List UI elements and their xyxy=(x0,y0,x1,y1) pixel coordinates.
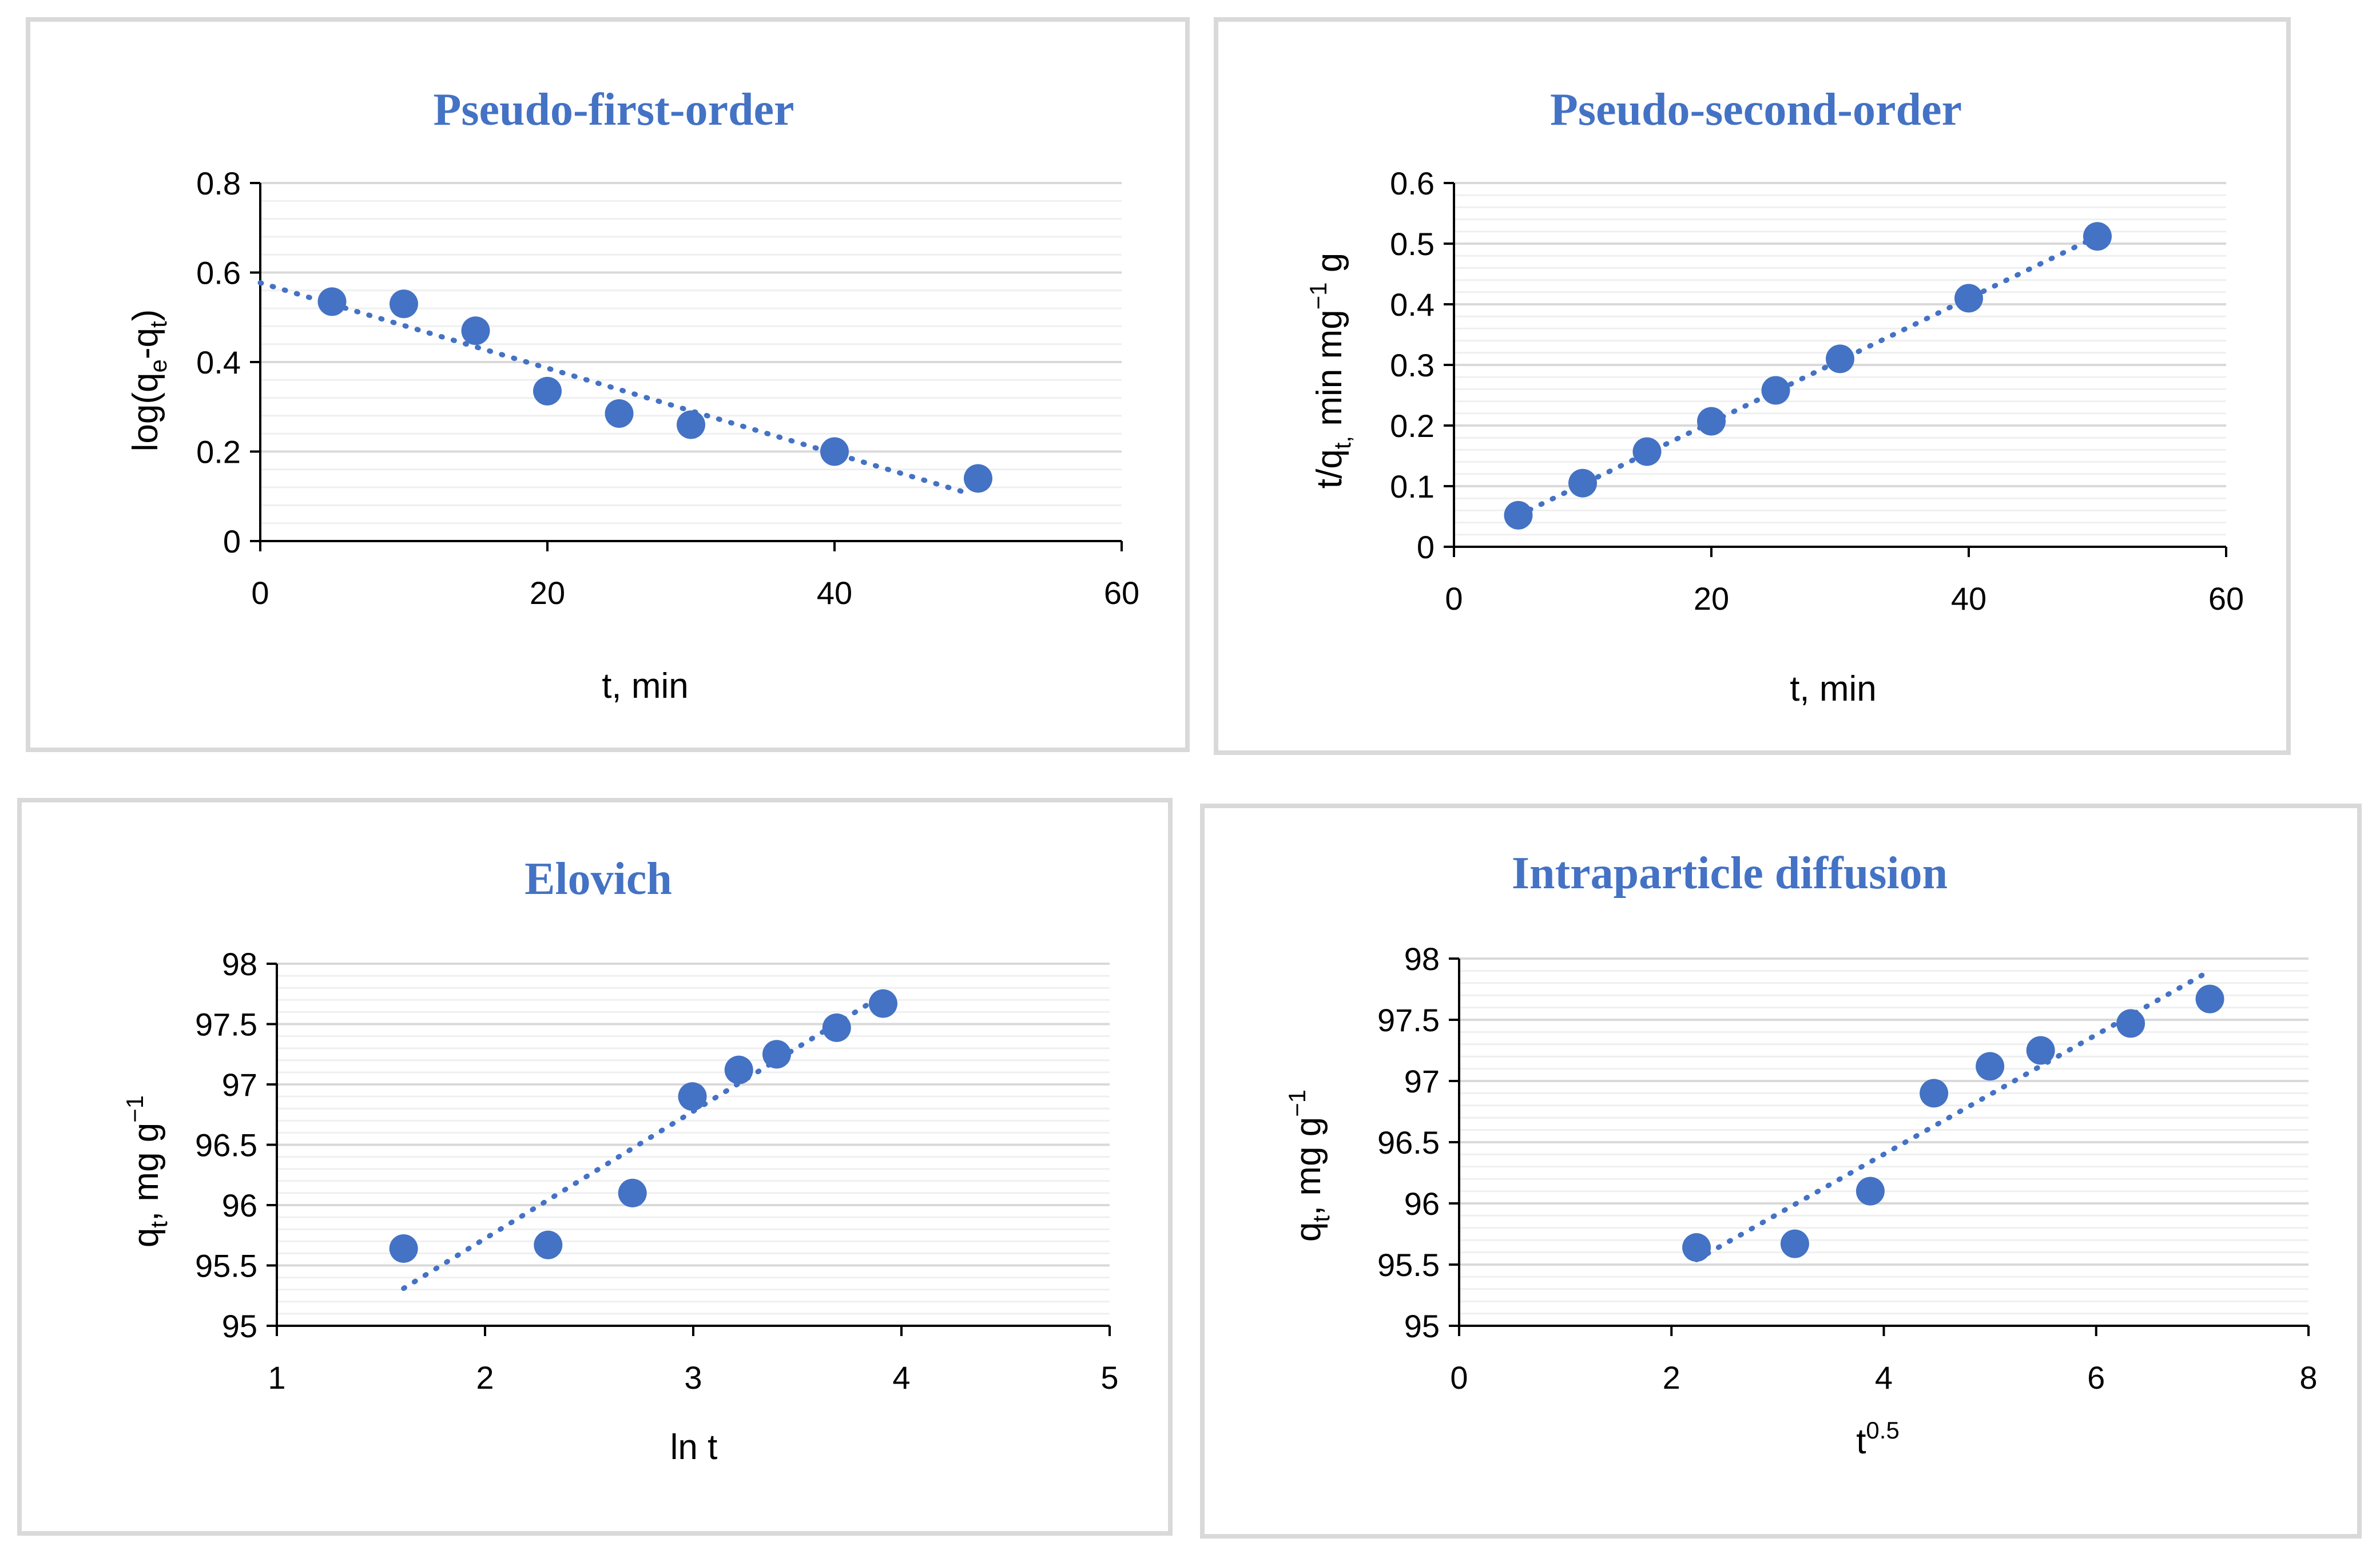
data-point xyxy=(389,1234,418,1263)
y-tick-label: 0.1 xyxy=(1390,468,1435,504)
data-point xyxy=(1976,1052,2005,1081)
x-tick-label: 60 xyxy=(2208,581,2244,617)
y-tick-label: 98 xyxy=(222,946,257,982)
data-point xyxy=(533,376,562,406)
x-tick-label: 5 xyxy=(1100,1360,1118,1396)
x-tick-label: 0 xyxy=(1445,581,1463,617)
y-tick-label: 95.5 xyxy=(1377,1247,1440,1283)
y-tick-label: 96 xyxy=(1404,1186,1440,1222)
chart-pseudo-second-order: Pseudo-second-order 00.10.20.30.40.50.6 … xyxy=(1305,85,2244,709)
x-tick-label: 0 xyxy=(251,575,269,611)
data-point xyxy=(2026,1036,2055,1065)
data-point xyxy=(724,1055,753,1084)
y-tick-label: 95 xyxy=(1404,1308,1440,1344)
x-tick-label: 6 xyxy=(2087,1360,2105,1396)
x-tick-label: 40 xyxy=(817,575,852,611)
y-tick-label: 0.6 xyxy=(1390,165,1435,201)
data-point xyxy=(1954,284,1983,313)
y-axis-label: log(qe-qt) xyxy=(126,309,172,452)
y-tick-label: 0.8 xyxy=(196,165,241,201)
data-point xyxy=(1761,376,1790,405)
chart-title: Elovich xyxy=(525,854,672,904)
x-tick-label: 2 xyxy=(1663,1360,1680,1396)
x-axis-label: t, min xyxy=(1790,669,1877,709)
x-tick-label: 3 xyxy=(684,1360,702,1396)
x-tick-label: 4 xyxy=(1875,1360,1893,1396)
data-point xyxy=(1504,500,1533,530)
y-tick-label: 97.5 xyxy=(195,1007,257,1043)
chart-title: Intraparticle diffusion xyxy=(1512,848,1948,899)
data-point xyxy=(677,410,705,439)
y-tick-label: 97 xyxy=(1404,1063,1440,1099)
chart-panel-intraparticle-diffusion: Intraparticle diffusion 95 95.5 96 96.5 97 97… xyxy=(1200,804,2362,1539)
x-tick-label: 20 xyxy=(530,575,565,611)
chart-panel-pseudo-second-order: Pseudo-second-order 0 0.1 0.2 0.3 0.4 0.5 0.6 … xyxy=(1214,17,2291,755)
data-point xyxy=(1780,1229,1809,1258)
y-tick-label: 0.5 xyxy=(1390,226,1435,262)
data-point xyxy=(1920,1079,1949,1108)
chart-pseudo-first-order: Pseudo-first-order 0 0.2 0.4 0.6 0.8 0 20 40 60… xyxy=(126,85,1139,706)
chart-title: Pseudo-second-order xyxy=(1550,85,1962,135)
x-tick-label: 20 xyxy=(1694,581,1729,617)
y-tick-label: 0.3 xyxy=(1390,347,1435,383)
y-tick-label: 96.5 xyxy=(195,1127,257,1163)
data-point xyxy=(2083,222,2112,251)
y-tick-label: 0.4 xyxy=(1390,287,1435,323)
x-tick-label: 0 xyxy=(1450,1360,1468,1396)
y-axis-label: t/qt, min mg−1 g xyxy=(1305,253,1356,488)
y-tick-label: 97.5 xyxy=(1377,1002,1440,1038)
x-tick-label: 2 xyxy=(476,1360,494,1396)
data-point xyxy=(1697,407,1726,436)
y-tick-label: 98 xyxy=(1404,941,1440,977)
data-point xyxy=(1632,437,1662,466)
x-tick-label: 4 xyxy=(892,1360,910,1396)
x-tick-label: 40 xyxy=(1951,581,1986,617)
y-axis-label: qt, mg g−1 xyxy=(1284,1090,1334,1242)
y-tick-label: 97 xyxy=(222,1067,257,1103)
data-point xyxy=(762,1040,791,1069)
data-point xyxy=(1855,1177,1885,1206)
data-point xyxy=(534,1230,563,1259)
data-point xyxy=(2116,1009,2145,1038)
y-tick-label: 0.6 xyxy=(196,255,241,291)
chart-title: Pseudo-first-order xyxy=(434,85,794,135)
data-point xyxy=(1826,344,1854,373)
y-tick-label: 0.2 xyxy=(1390,408,1435,444)
chart-intraparticle-diffusion: Intraparticle diffusion 95 95.5 96 96.5 97 97… xyxy=(1284,848,2318,1461)
data-point xyxy=(868,989,897,1018)
data-point xyxy=(618,1178,647,1207)
y-tick-label: 0.2 xyxy=(196,434,241,470)
x-axis-label: t, min xyxy=(602,666,689,706)
data-point xyxy=(2195,984,2224,1014)
data-point xyxy=(1682,1233,1711,1262)
data-point xyxy=(822,1013,851,1042)
x-tick-label: 8 xyxy=(2299,1360,2317,1396)
x-axis-label: t0.5 xyxy=(1856,1417,1900,1461)
linear-trendline xyxy=(401,992,886,1291)
data-point xyxy=(1568,468,1597,498)
data-point xyxy=(461,316,490,345)
data-point xyxy=(317,287,347,316)
data-point xyxy=(605,399,634,428)
data-point xyxy=(964,464,992,493)
chart-panel-pseudo-first-order: Pseudo-first-order 0 0.2 0.4 0.6 0.8 0 20 40 60… xyxy=(26,17,1190,752)
y-tick-label: 95.5 xyxy=(195,1248,257,1284)
linear-trendline xyxy=(257,280,974,497)
y-tick-label: 0 xyxy=(1417,529,1435,565)
y-tick-label: 96 xyxy=(222,1187,257,1223)
data-point xyxy=(820,437,849,466)
y-axis-label: qt, mg g−1 xyxy=(121,1095,172,1247)
y-tick-label: 0 xyxy=(223,523,241,559)
data-point xyxy=(678,1082,707,1111)
y-tick-label: 95 xyxy=(222,1308,257,1344)
x-tick-label: 60 xyxy=(1104,575,1139,611)
x-axis-label: ln t xyxy=(670,1428,718,1467)
y-tick-label: 0.4 xyxy=(196,344,241,380)
data-point xyxy=(390,289,418,319)
y-tick-label: 96.5 xyxy=(1377,1124,1440,1160)
x-tick-label: 1 xyxy=(268,1360,285,1396)
